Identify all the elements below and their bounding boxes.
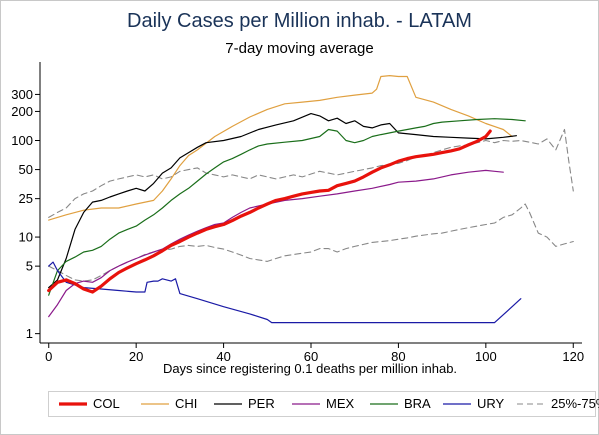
- series-line-mex: [48, 169, 504, 318]
- x-axis-label: Days since registering 0.1 deaths per mi…: [162, 361, 458, 376]
- y-tick-label: 200: [11, 104, 33, 119]
- series-line-col: [47, 129, 492, 294]
- legend-item-chi: CHI: [139, 392, 212, 416]
- x-tick-label: 80: [391, 349, 405, 364]
- legend-item-per: PER: [212, 392, 290, 416]
- y-tick-label: 25: [19, 191, 33, 206]
- legend-swatch: [517, 403, 545, 405]
- legend-label: URY: [477, 396, 505, 411]
- x-tick-label: 0: [45, 349, 52, 364]
- series-line-bra: [48, 118, 526, 296]
- legend-item-25-75-: 25%-75%: [515, 392, 599, 416]
- chart-title: Daily Cases per Million inhab. - LATAM: [127, 10, 472, 32]
- y-tick-label: 50: [19, 162, 33, 177]
- x-tick-label: 120: [562, 349, 584, 364]
- legend-swatch: [214, 403, 242, 405]
- legend-item-ury: URY: [441, 392, 515, 416]
- legend-item-col: COL: [57, 392, 139, 416]
- y-tick-label: 100: [11, 133, 33, 148]
- y-tick-label: 10: [19, 230, 33, 245]
- legend-swatch: [370, 403, 398, 405]
- legend-swatch: [292, 403, 320, 405]
- x-tick-label: 40: [216, 349, 230, 364]
- axes: 1 5 10 25 50 100 200 300 0 20 40 60 80 100 120: [11, 62, 584, 364]
- x-tick-label: 20: [129, 349, 143, 364]
- legend-swatch: [59, 402, 87, 406]
- legend-label: 25%-75%: [551, 396, 599, 411]
- legend-item-bra: BRA: [368, 392, 441, 416]
- series-lines: [47, 75, 574, 324]
- series-line-chi: [48, 75, 513, 221]
- x-tick-label: 60: [304, 349, 318, 364]
- legend: COL CHI PER MEX BRA URY 25%-75%: [48, 391, 599, 417]
- chart-subtitle: 7-day moving average: [225, 40, 374, 57]
- legend-item-mex: MEX: [290, 392, 368, 416]
- legend-label: BRA: [404, 396, 431, 411]
- legend-swatch: [443, 403, 471, 405]
- legend-label: CHI: [175, 396, 198, 411]
- series-line-25-75-: [48, 128, 574, 218]
- legend-label: MEX: [326, 396, 355, 411]
- y-tick-label: 300: [11, 87, 33, 102]
- legend-swatch: [141, 403, 169, 405]
- series-line-25-75-: [48, 203, 574, 282]
- legend-label: PER: [248, 396, 275, 411]
- y-tick-label: 1: [26, 326, 33, 341]
- legend-label: COL: [93, 396, 120, 411]
- series-line-per: [48, 113, 517, 289]
- x-tick-label: 100: [475, 349, 497, 364]
- y-tick-label: 5: [26, 259, 33, 274]
